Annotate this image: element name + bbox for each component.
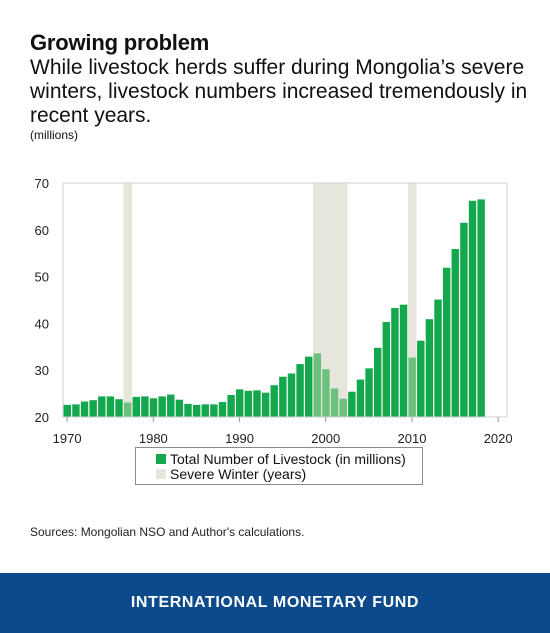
- unit-label: (millions): [30, 128, 78, 142]
- bar-2015: [451, 248, 459, 417]
- bar-1991: [244, 390, 253, 417]
- bar-1992: [253, 390, 261, 417]
- bar-1998: [305, 356, 313, 417]
- bar-1994: [270, 385, 278, 417]
- legend-swatch-severe-winter: [156, 469, 166, 479]
- bar-1995: [279, 376, 287, 417]
- bar-2007: [382, 321, 391, 417]
- bar-2001: [330, 388, 339, 417]
- y-tick-label-60: 60: [35, 223, 49, 238]
- legend-item-severe-winter: Severe Winter (years): [156, 466, 306, 482]
- bar-2012: [425, 319, 434, 417]
- bar-1997: [296, 364, 304, 417]
- legend-label-livestock: Total Number of Livestock (in millions): [170, 451, 406, 467]
- bar-2003: [348, 391, 356, 417]
- legend-item-livestock: Total Number of Livestock (in millions): [156, 451, 406, 467]
- x-tick-label-1980: 1980: [139, 431, 168, 446]
- bar-2010: [408, 357, 416, 417]
- footer-banner: INTERNATIONAL MONETARY FUND: [0, 573, 550, 633]
- bar-1979: [141, 396, 149, 417]
- y-tick-label-50: 50: [35, 270, 49, 285]
- x-tick-label-1970: 1970: [53, 431, 82, 446]
- bar-2017: [468, 200, 477, 417]
- legend-label-severe-winter: Severe Winter (years): [170, 466, 307, 482]
- bar-1971: [72, 404, 80, 417]
- bar-2011: [417, 340, 425, 417]
- bar-1990: [236, 389, 244, 417]
- bar-2016: [460, 222, 468, 417]
- bar-2018: [477, 199, 485, 417]
- bar-1973: [89, 400, 97, 417]
- bar-1993: [261, 392, 270, 417]
- chart-subtitle: While livestock herds suffer during Mong…: [30, 56, 528, 127]
- y-tick-label-30: 30: [35, 363, 49, 378]
- bar-2009: [399, 304, 408, 417]
- bar-2013: [434, 299, 442, 417]
- bar-1972: [80, 401, 89, 417]
- severe-winter-shading: [123, 183, 417, 417]
- bar-1987: [210, 404, 218, 417]
- plot-frame: [62, 182, 508, 418]
- footer-logo-text: INTERNATIONAL MONETARY FUND: [130, 594, 420, 611]
- bar-1980: [149, 398, 158, 417]
- bar-2000: [322, 369, 330, 417]
- bar-1985: [192, 404, 201, 417]
- bar-1984: [184, 403, 192, 417]
- legend-swatch-livestock: [156, 454, 166, 464]
- bar-2004: [356, 379, 365, 417]
- bar-1996: [287, 373, 296, 417]
- x-tick-label-2020: 2020: [484, 431, 513, 446]
- source-note: Sources: Mongolian NSO and Author's calc…: [30, 525, 305, 539]
- y-tick-label-70: 70: [35, 176, 49, 191]
- bar-2005: [365, 368, 373, 417]
- bar-2002: [339, 398, 347, 417]
- bar-chart: 20 30 40 50 60 70 1970 1980 1990 2000 2010 2020: [35, 176, 513, 446]
- bar-1986: [201, 404, 209, 417]
- bar-1989: [227, 395, 235, 417]
- bar-1974: [98, 396, 106, 417]
- y-tick-label-40: 40: [35, 316, 49, 331]
- y-tick-label-20: 20: [35, 410, 49, 425]
- bar-1970: [63, 404, 72, 417]
- bar-2006: [373, 347, 382, 417]
- bar-1975: [106, 396, 115, 417]
- severe-winter-band-1977: [123, 183, 132, 417]
- chart-title: Growing problem: [30, 30, 210, 55]
- x-tick-label-2010: 2010: [398, 431, 427, 446]
- bar-1981: [158, 396, 166, 417]
- bar-1976: [115, 399, 123, 417]
- x-tick-label-1990: 1990: [225, 431, 254, 446]
- bar-1999: [313, 353, 322, 417]
- legend: Total Number of Livestock (in millions) …: [135, 447, 423, 485]
- bar-1978: [132, 396, 140, 417]
- y-axis: 20 30 40 50 60 70: [35, 176, 49, 425]
- x-axis: 1970 1980 1990 2000 2010 2020: [53, 417, 513, 446]
- severe-winter-band-2010: [407, 183, 417, 417]
- bar-2008: [391, 307, 399, 417]
- bar-1982: [167, 394, 175, 417]
- bar-1988: [218, 402, 227, 417]
- x-tick-label-2000: 2000: [311, 431, 340, 446]
- bar-series: [63, 199, 485, 417]
- bar-2014: [442, 267, 451, 417]
- bar-1983: [175, 399, 184, 417]
- bar-1977: [123, 402, 132, 417]
